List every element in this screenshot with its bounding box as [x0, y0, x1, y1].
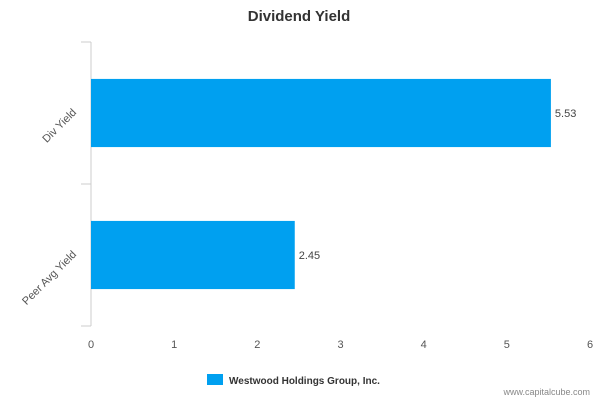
x-tick-label: 1 — [171, 339, 177, 351]
x-tick-label: 4 — [421, 339, 427, 351]
source-credit: www.capitalcube.com — [502, 387, 590, 397]
category-label: Div Yield — [40, 107, 79, 146]
chart-title: Dividend Yield — [248, 8, 351, 25]
legend-swatch — [207, 374, 223, 385]
legend-label: Westwood Holdings Group, Inc. — [229, 376, 380, 387]
x-tick-label: 0 — [88, 339, 94, 351]
bar-data-label: 2.45 — [299, 250, 320, 262]
legend: Westwood Holdings Group, Inc. — [207, 374, 380, 387]
x-tick-label: 3 — [337, 339, 343, 351]
bar-data-label: 5.53 — [555, 108, 576, 120]
category-label: Peer Avg Yield — [20, 249, 79, 308]
x-tick-label: 5 — [504, 339, 510, 351]
plot-area: 0 1 2 3 4 5 6 5.53 Div Yield 2.45 Peer Avg Yield — [20, 41, 593, 351]
bar — [91, 78, 551, 148]
x-tick-label: 2 — [254, 339, 260, 351]
x-tick-label: 6 — [587, 339, 593, 351]
bar — [91, 220, 295, 290]
